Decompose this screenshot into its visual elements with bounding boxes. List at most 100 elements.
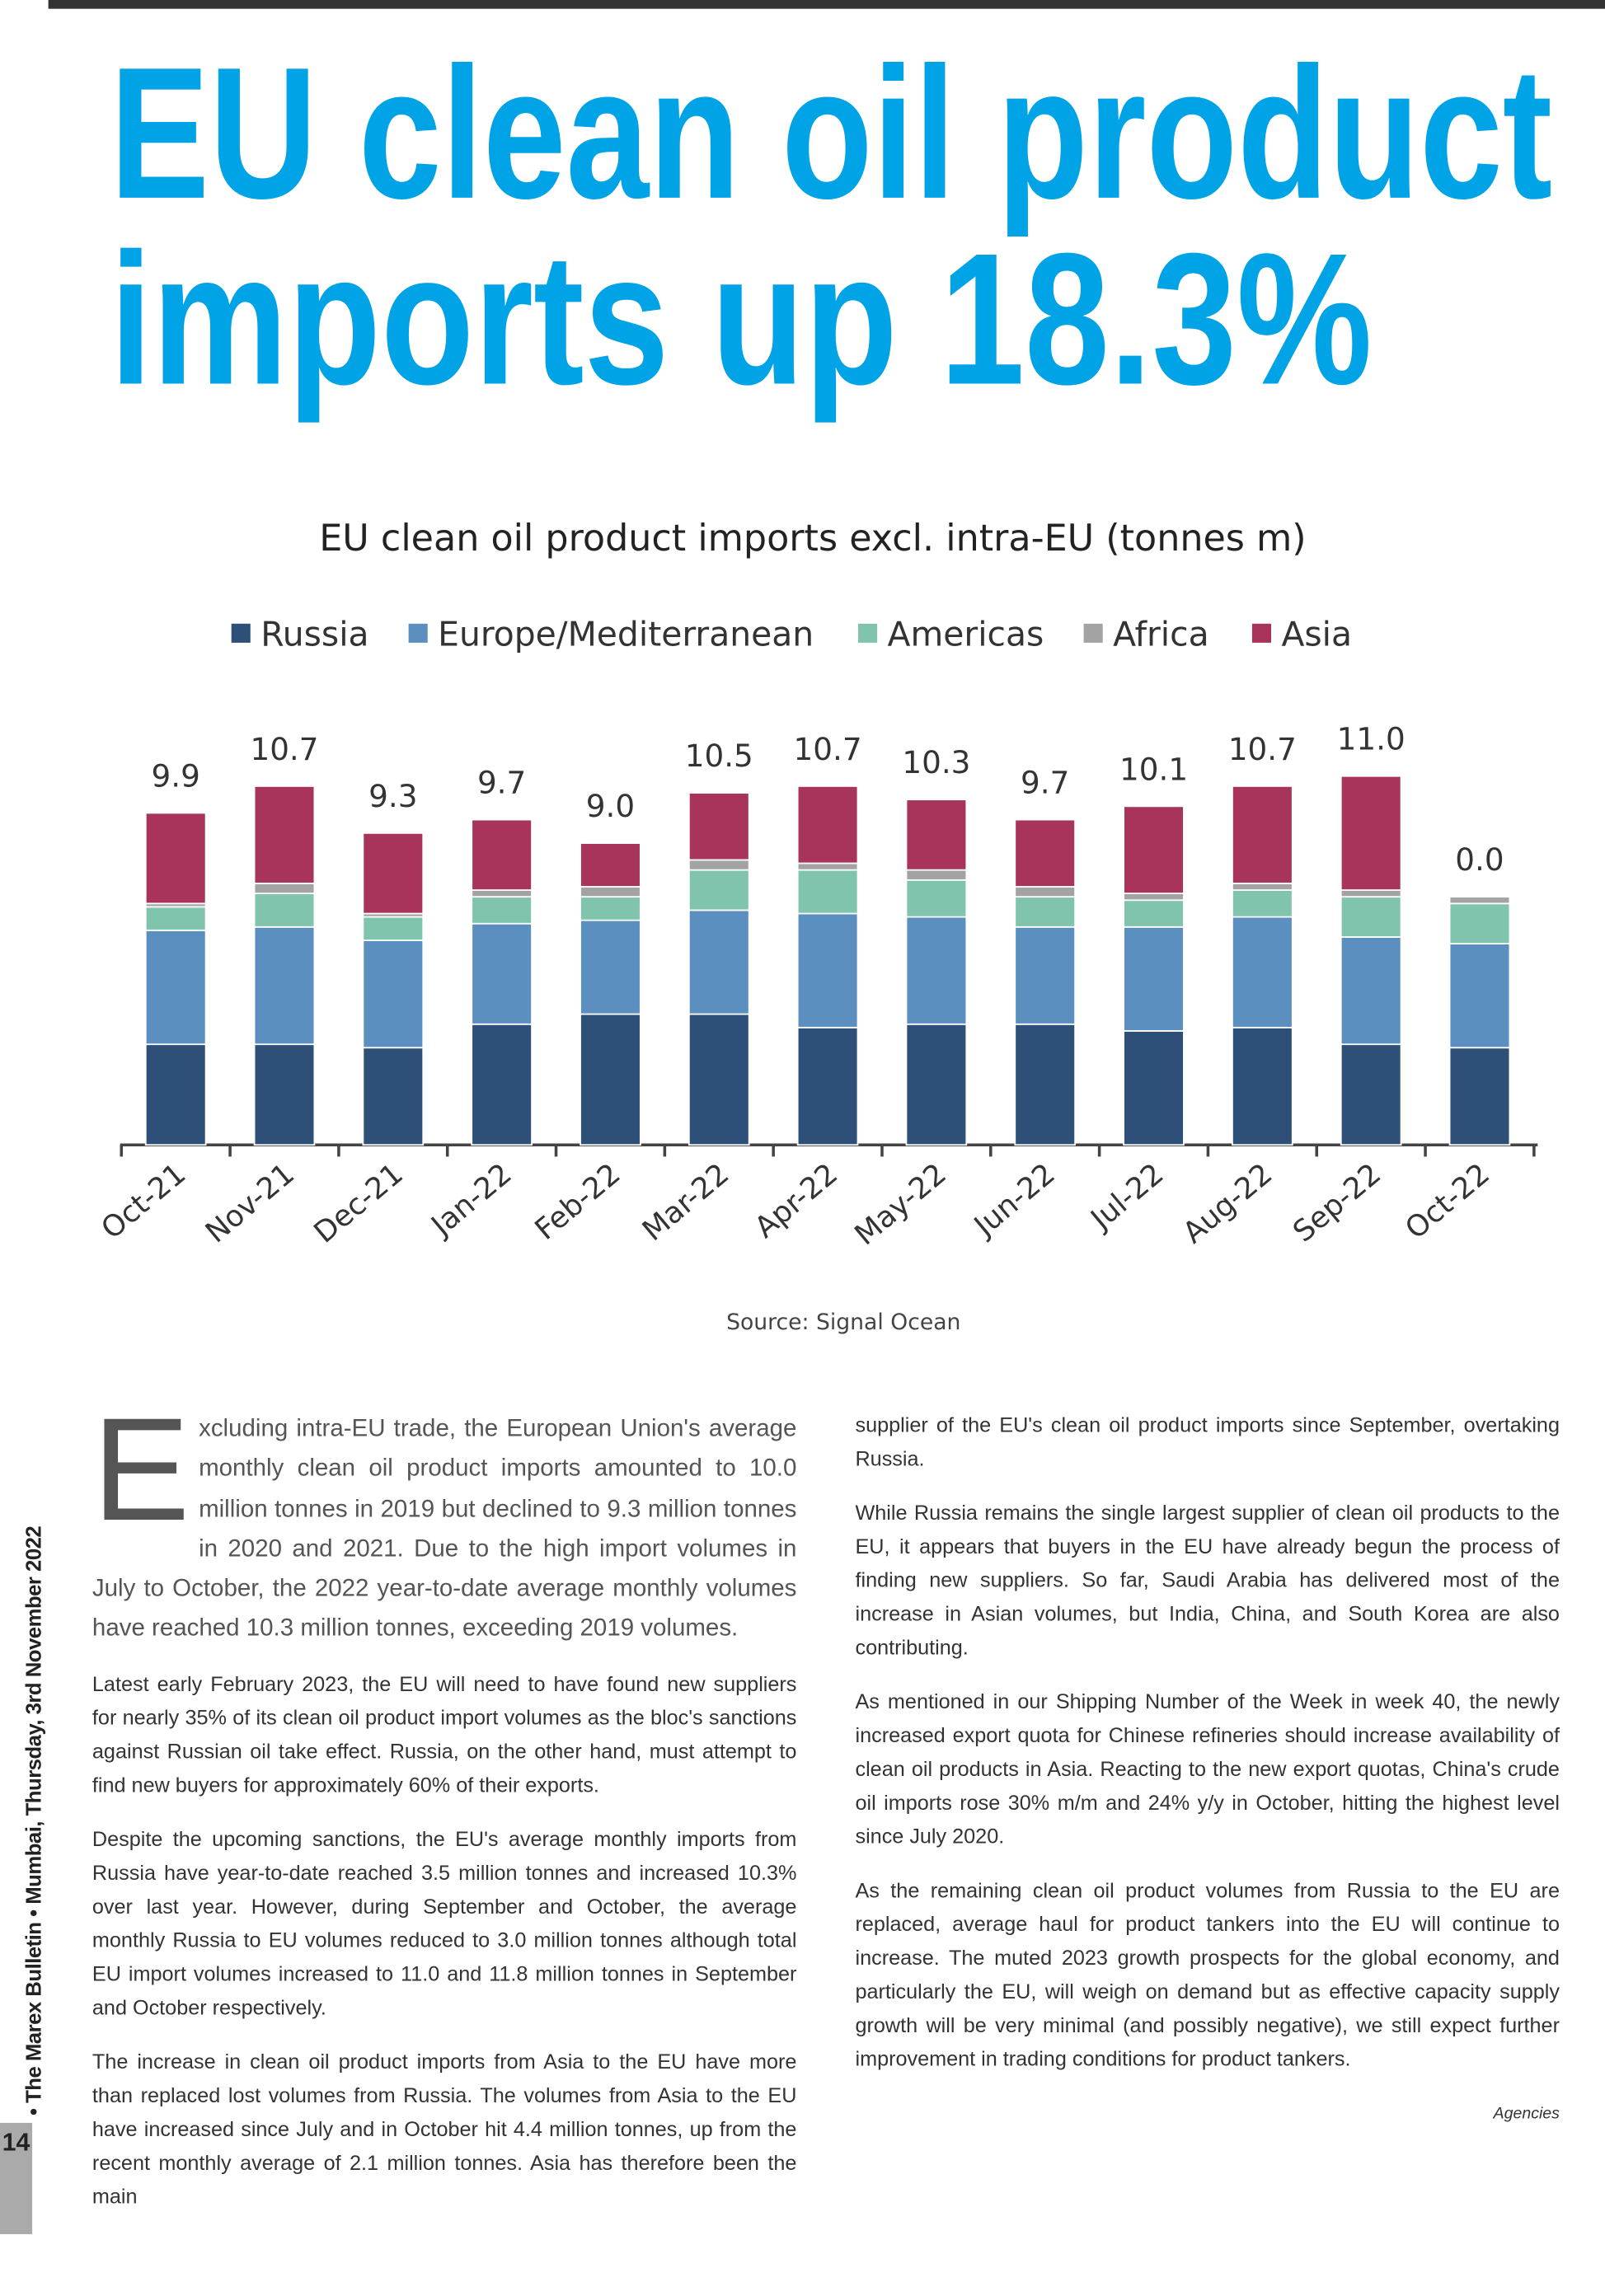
bar-segment <box>905 1023 968 1146</box>
bar-segment <box>580 886 641 898</box>
paragraph: While Russia remains the single largest … <box>855 1502 1560 1661</box>
bar-segment <box>1014 925 1077 1025</box>
bar-segment <box>580 842 641 888</box>
bar-segment <box>1232 916 1293 1029</box>
bar-segment <box>253 925 316 1046</box>
bar-segment <box>796 912 859 1029</box>
legend-swatch <box>858 623 878 643</box>
total-label: 10.7 <box>250 731 318 767</box>
total-label: 11.0 <box>1337 721 1406 757</box>
x-tick-label: Mar-22 <box>636 1157 735 1248</box>
bar-segment <box>362 939 425 1049</box>
bar-segment <box>471 1023 533 1146</box>
bar-segment <box>1014 1023 1077 1146</box>
paragraph-text: xcluding intra-EU trade, the European Un… <box>92 1414 797 1642</box>
bar-segment <box>796 785 859 865</box>
running-head: • The Marex Bulletin • Mumbai, Thursday,… <box>23 1525 47 2116</box>
total-label: 10.7 <box>794 731 862 767</box>
bar-segment <box>688 909 750 1015</box>
bar-segment <box>688 869 750 911</box>
paragraph: supplier of the EU's clean oil product i… <box>855 1414 1560 1472</box>
x-tick-label: Feb-22 <box>528 1157 627 1247</box>
chart: EU clean oil product imports excl. intra… <box>95 518 1538 1335</box>
bar-segment <box>144 812 207 905</box>
headline-line: imports up 18.3% <box>110 214 1372 424</box>
bar-segment <box>688 1013 750 1146</box>
legend-label: Russia <box>260 614 368 654</box>
bar-segment <box>688 792 750 861</box>
bar-segment <box>1448 943 1511 1049</box>
total-label: 0.0 <box>1455 841 1504 878</box>
bar-segment <box>362 832 425 915</box>
legend-swatch <box>231 623 251 643</box>
bar-segment <box>905 879 968 918</box>
total-label: 10.3 <box>902 744 970 780</box>
legend-swatch <box>1083 623 1103 643</box>
bar-segment <box>144 906 207 931</box>
paragraph: The increase in clean oil product import… <box>92 2050 797 2209</box>
bar-segment <box>1014 818 1077 888</box>
x-tick-label: Nov-21 <box>199 1157 301 1250</box>
bar-segment <box>1448 896 1511 905</box>
bar-segment <box>688 859 750 871</box>
page-number: 14 <box>0 2122 33 2234</box>
credit: Agencies <box>1493 2105 1560 2123</box>
x-tick-label: Aug-22 <box>1176 1157 1279 1250</box>
right-column: supplier of the EU's clean oil product i… <box>855 1410 1559 2153</box>
bar-segment <box>1232 889 1293 918</box>
headline: EU clean oil product imports up 18.3% <box>110 29 1552 424</box>
bar-segment <box>580 919 641 1015</box>
bar-segment <box>796 1026 859 1146</box>
bar-segment <box>796 862 859 871</box>
bar-segment <box>1340 775 1402 891</box>
x-tick-label: Jul-22 <box>1083 1157 1170 1238</box>
x-tick-label: Jan-22 <box>424 1157 518 1244</box>
paragraph: Despite the upcoming sanctions, the EU's… <box>92 1828 797 2021</box>
total-label: 10.5 <box>685 738 753 774</box>
bar-segment <box>1123 1030 1185 1146</box>
total-label: 9.9 <box>152 757 200 794</box>
x-tick-label: May-22 <box>848 1157 953 1252</box>
paragraph: As mentioned in our Shipping Number of t… <box>855 1690 1560 1849</box>
bar-segment <box>1340 889 1402 898</box>
bar-segment <box>1340 896 1402 938</box>
drop-cap: E <box>92 1388 190 1553</box>
legend-label: Europe/Mediterranean <box>438 614 814 654</box>
bar-segment <box>1123 893 1185 902</box>
bar-segment <box>1448 1047 1511 1146</box>
bar-segment <box>253 785 316 884</box>
total-label: 9.7 <box>1021 765 1069 801</box>
total-label: 9.3 <box>368 778 417 814</box>
bar-segment <box>471 896 533 925</box>
bar-segment <box>362 916 425 941</box>
paragraph: Latest early February 2023, the EU will … <box>92 1673 797 1798</box>
x-tick-label: Oct-21 <box>95 1157 192 1246</box>
bar-segment <box>580 896 641 921</box>
top-rule <box>48 0 1605 9</box>
x-tick-label: Dec-21 <box>307 1157 409 1250</box>
bar-segment <box>1123 899 1185 928</box>
bar-segment <box>144 1043 207 1146</box>
total-label: 10.1 <box>1119 751 1188 787</box>
total-label: 9.0 <box>586 788 635 824</box>
bar-segment <box>1448 902 1511 945</box>
bar-segment <box>1340 936 1402 1046</box>
bar-segment <box>253 893 316 928</box>
bar-segment <box>905 916 968 1025</box>
legend-swatch <box>408 623 428 643</box>
chart-title: EU clean oil product imports excl. intra… <box>319 518 1306 560</box>
bar-segment <box>905 869 968 881</box>
x-tick-label: Oct-22 <box>1399 1157 1496 1246</box>
bar-segment <box>1232 1026 1293 1146</box>
bar-segment <box>471 922 533 1025</box>
bar-segment <box>796 869 859 915</box>
bar-segment <box>471 889 533 898</box>
bar-segment <box>1123 925 1185 1032</box>
x-tick-label: Apr-22 <box>749 1157 844 1245</box>
bar-segment <box>471 818 533 891</box>
bar-segment <box>1123 805 1185 894</box>
x-tick-label: Jun-22 <box>967 1157 1062 1244</box>
x-tick-label: Sep-22 <box>1287 1157 1387 1249</box>
